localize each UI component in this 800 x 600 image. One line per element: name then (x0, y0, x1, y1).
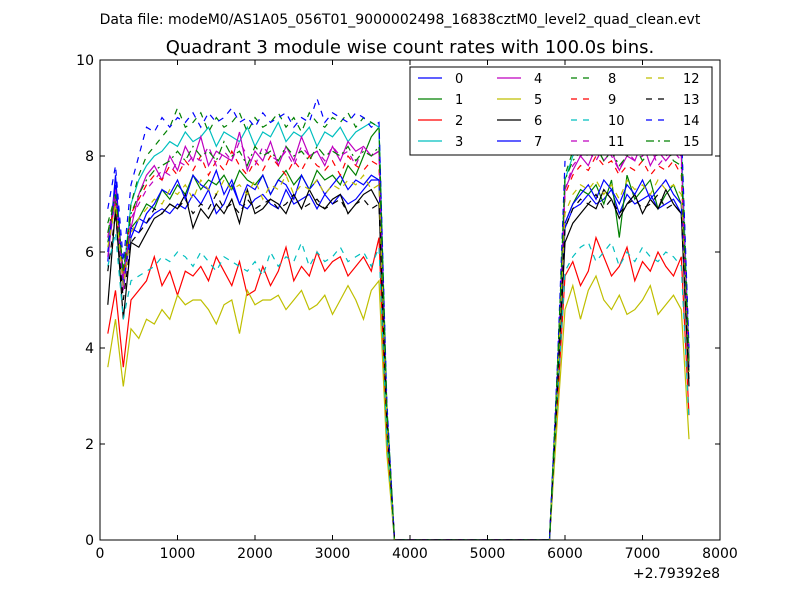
legend-label-15: 15 (683, 135, 700, 150)
series-line-12 (107, 173, 690, 540)
x-tick-label: 1000 (160, 546, 196, 562)
series-line-10 (107, 232, 690, 540)
series-line-0 (107, 175, 690, 540)
legend-label-14: 14 (683, 114, 700, 129)
legend-label-4: 4 (534, 72, 542, 87)
series-line-9 (107, 149, 690, 540)
series-line-1 (107, 125, 690, 540)
x-tick-label: 5000 (470, 546, 506, 562)
x-tick-label: 7000 (625, 546, 661, 562)
x-axis: 0 1000 2000 3000 4000 5000 6000 7000 8000 (96, 60, 738, 562)
x-tick-label: 8000 (702, 546, 738, 562)
legend-label-0: 0 (455, 72, 463, 87)
x-tick-label: 3000 (315, 546, 351, 562)
legend-label-10: 10 (608, 114, 625, 129)
y-tick-label: 6 (85, 245, 94, 261)
x-tick-label: 0 (96, 546, 105, 562)
y-tick-label: 2 (85, 437, 94, 453)
legend-label-6: 6 (534, 114, 542, 129)
legend-label-3: 3 (455, 135, 463, 150)
y-tick-label: 8 (85, 149, 94, 165)
series-line-2 (107, 235, 690, 540)
legend-label-7: 7 (534, 135, 542, 150)
x-offset-label: +2.79392e8 (633, 566, 720, 582)
legend-label-2: 2 (455, 114, 463, 129)
y-tick-label: 4 (85, 341, 94, 357)
suptitle: Data file: modeM0/AS1A05_056T01_90000024… (100, 12, 701, 28)
chart-title: Quadrant 3 module wise count rates with … (166, 37, 655, 58)
y-tick-label: 0 (85, 533, 94, 549)
legend-label-1: 1 (455, 93, 463, 108)
series-line-7 (107, 168, 690, 540)
y-tick-label: 10 (76, 53, 94, 69)
x-tick-label: 2000 (237, 546, 273, 562)
x-tick-label: 4000 (392, 546, 428, 562)
series-line-14 (107, 83, 690, 540)
legend-frame (409, 66, 713, 156)
legend-label-11: 11 (608, 135, 625, 150)
legend-label-9: 9 (608, 93, 616, 108)
series-line-6 (107, 187, 690, 540)
legend-label-13: 13 (683, 93, 700, 108)
legend-label-8: 8 (608, 72, 616, 87)
legend-label-12: 12 (683, 72, 700, 87)
x-tick-label: 6000 (547, 546, 583, 562)
legend-label-5: 5 (534, 93, 542, 108)
series-line-5 (107, 274, 690, 540)
